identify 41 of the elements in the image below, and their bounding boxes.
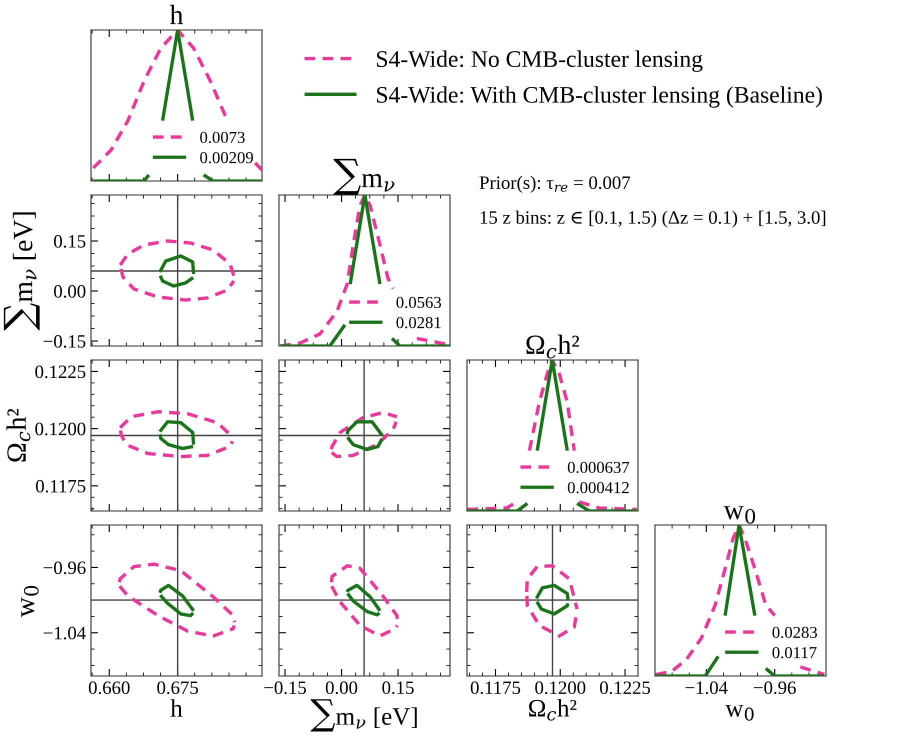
- chart-title: w$_{0}$: [724, 506, 756, 524]
- y-tick-label: 0.15: [54, 235, 86, 248]
- legend-label: 0.000637: [568, 462, 630, 474]
- x-axis-title: w$_{0}$: [725, 705, 754, 721]
- y-axis-title: w$_{0}$: [21, 586, 39, 618]
- legend-label: S4-Wide: No CMB-cluster lensing: [377, 50, 703, 72]
- legend-label: 0.00209: [200, 152, 253, 164]
- y-tick-label: 0.00: [54, 285, 86, 298]
- x-tick-label: 0.1175: [470, 681, 520, 694]
- legend-label: 0.0073: [200, 132, 245, 144]
- y-tick-label: −0.15: [44, 335, 86, 348]
- x-tick-label: −0.96: [754, 681, 796, 694]
- chart-title: Ω$_{c}$h²: [526, 334, 580, 359]
- y-axis-title: Ω$_{c}$h²: [6, 408, 30, 462]
- y-tick-label: 0.1225: [35, 365, 86, 378]
- x-axis-title: h: [170, 699, 182, 717]
- chart-title: h: [170, 4, 184, 24]
- y-tick-label: 0.1175: [36, 480, 86, 493]
- legend-label: 0.0563: [396, 296, 442, 308]
- legend-label: 0.0283: [772, 626, 818, 638]
- x-tick-label: 0.1200: [535, 681, 586, 694]
- legend-label: 0.0117: [772, 646, 817, 658]
- x-axis-title: ∑m$_{ν}$ [eV]: [310, 699, 417, 732]
- chart-title: ∑m$_{ν}$: [334, 158, 394, 195]
- legend-label: 0.0281: [396, 316, 441, 328]
- x-tick-label: 0.15: [382, 681, 414, 694]
- x-tick-label: 0.00: [326, 681, 358, 694]
- x-axis-title: Ω$_{c}$h²: [529, 699, 576, 721]
- y-tick-label: −0.96: [44, 561, 86, 574]
- text: 15 z bins: z ∈ [0.1, 1.5) (Δz = 0.1) + [1.5, 3.0]: [480, 210, 826, 228]
- legend-label: S4-Wide: With CMB-cluster lensing (Baseline): [377, 86, 822, 108]
- y-axis-title: ∑m$_{ν}$ [eV]: [4, 212, 40, 330]
- y-tick-label: −1.04: [44, 626, 86, 640]
- x-tick-label: −0.15: [264, 681, 306, 694]
- x-tick-label: 0.1225: [600, 681, 650, 694]
- legend-label: 0.000412: [568, 482, 629, 494]
- x-tick-label: −1.04: [686, 681, 728, 694]
- y-tick-label: 0.1200: [35, 422, 86, 436]
- x-tick-label: 0.660: [88, 681, 130, 694]
- text: Prior(s): τ$_{re}$ = 0.007: [480, 176, 630, 193]
- x-tick-label: 0.675: [157, 681, 198, 694]
